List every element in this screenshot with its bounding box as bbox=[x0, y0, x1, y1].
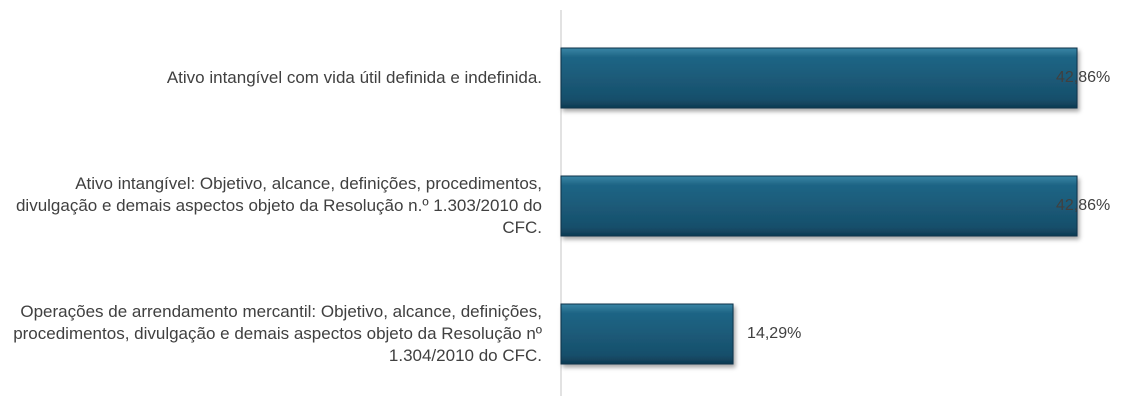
data-label: 42,86% bbox=[1056, 197, 1110, 214]
data-label: 14,29% bbox=[747, 325, 801, 342]
category-label: Operações de arrendamento mercantil: Obj… bbox=[13, 302, 542, 365]
bar bbox=[560, 303, 734, 365]
data-label: 42,86% bbox=[1056, 69, 1110, 86]
bar bbox=[560, 47, 1078, 109]
category-label: Ativo intangível: Objetivo, alcance, def… bbox=[15, 174, 542, 237]
bar bbox=[560, 175, 1078, 237]
category-label: Ativo intangível com vida útil definida … bbox=[166, 68, 542, 87]
